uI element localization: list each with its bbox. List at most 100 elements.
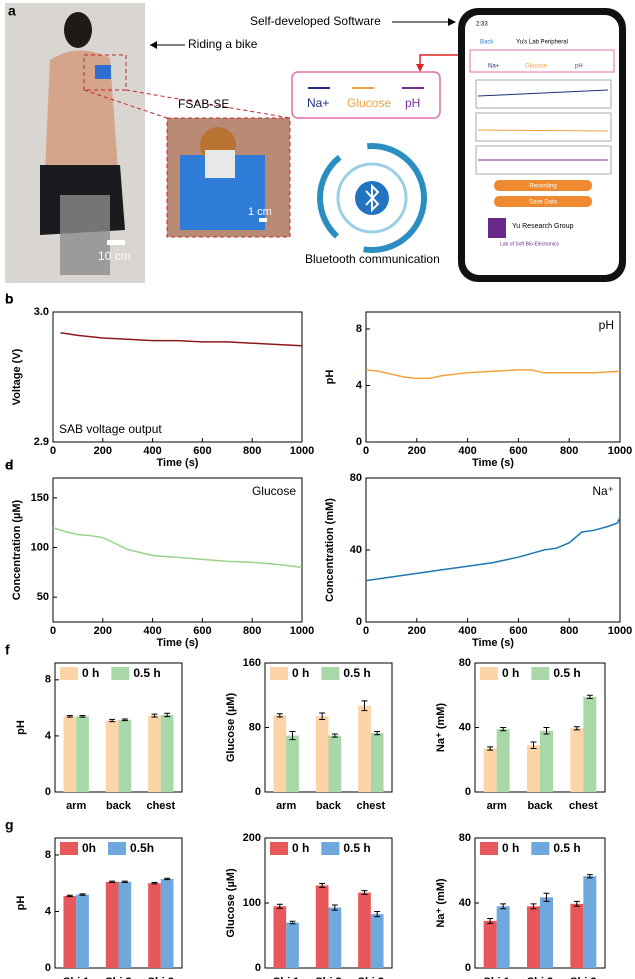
y-tick-label: 2.9 xyxy=(34,436,49,448)
y-tick-label: 8 xyxy=(45,849,51,861)
x-tick-label: 800 xyxy=(243,445,261,457)
legend-text: pH xyxy=(405,96,420,110)
phone-button[interactable] xyxy=(494,196,592,207)
y-tick-label: 0 xyxy=(45,786,51,798)
x-tick-label: chest xyxy=(569,800,598,812)
x-tick-label: 1000 xyxy=(608,445,632,457)
y-tick-label: 40 xyxy=(459,721,471,733)
scale-bar xyxy=(259,218,267,222)
error-bar xyxy=(573,900,580,907)
x-tick-label: 1000 xyxy=(290,445,314,457)
panel-label: f xyxy=(5,642,10,658)
phone-button[interactable] xyxy=(494,180,592,191)
x-axis-title: Time (s) xyxy=(157,457,199,469)
panel-label: a xyxy=(8,3,16,19)
error-bar xyxy=(164,877,171,881)
x-tick-label: 400 xyxy=(458,625,476,637)
error-bar xyxy=(487,917,494,924)
y-tick-label: 0 xyxy=(465,962,471,974)
data-line xyxy=(52,526,303,569)
zoom-line xyxy=(83,89,168,119)
error-bar xyxy=(374,910,381,918)
y-tick-label: 4 xyxy=(45,730,52,742)
x-tick-label: 200 xyxy=(94,625,112,637)
error-bar xyxy=(500,727,507,732)
legend-swatch xyxy=(270,842,288,855)
bar xyxy=(118,881,132,968)
y-tick-label: 0 xyxy=(356,436,362,448)
error-bar xyxy=(331,904,338,911)
legend-label: 0.5 h xyxy=(133,666,160,680)
y-axis-title: Concentration (mM) xyxy=(324,498,336,602)
phone-plot xyxy=(475,145,612,175)
data-line xyxy=(60,332,303,347)
phone-plot xyxy=(475,112,612,142)
x-tick-label: 800 xyxy=(560,445,578,457)
annotation: FSAB-SE xyxy=(178,97,229,111)
legend-swatch xyxy=(60,842,78,855)
x-tick-label: 400 xyxy=(143,445,161,457)
bar xyxy=(527,906,540,968)
bar xyxy=(105,881,119,968)
error-bar xyxy=(79,893,86,896)
y-axis-title: Concentration (µM) xyxy=(11,499,23,600)
bar xyxy=(328,907,342,968)
panel-label: b xyxy=(5,291,14,307)
phone-plot xyxy=(475,79,612,109)
bar xyxy=(76,716,89,792)
error-bar xyxy=(66,894,73,898)
legend-label: 0.5 h xyxy=(553,666,580,680)
error-bar xyxy=(121,880,128,884)
error-bar xyxy=(361,700,368,712)
data-line xyxy=(365,369,621,380)
bluetooth-symbol xyxy=(365,183,380,213)
x-tick-label: 0 xyxy=(50,445,56,457)
y-tick-label: 0 xyxy=(465,786,471,798)
y-tick-label: 40 xyxy=(459,897,471,909)
y-tick-label: 4 xyxy=(356,379,363,391)
bar xyxy=(160,714,174,792)
legend-swatch xyxy=(321,667,340,680)
bar xyxy=(273,715,287,792)
annotation: Na⁺ xyxy=(592,484,614,498)
arrowhead xyxy=(448,18,456,26)
panel-a: a 1 cm 10 cm Riding a bike FSAB-SE Self-… xyxy=(5,3,626,283)
y-tick-label: 80 xyxy=(459,657,471,669)
y-axis-title: pH xyxy=(15,720,27,735)
x-tick-label: chest xyxy=(356,800,385,812)
legend-label: 0 h xyxy=(502,841,519,855)
annotation: Self-developed Software xyxy=(250,14,381,28)
arrowhead xyxy=(150,41,157,49)
error-bar xyxy=(331,733,338,738)
x-tick-label: back xyxy=(106,800,132,812)
phone-title: Yu's Lab Peripheral xyxy=(516,40,568,46)
x-tick-label: arm xyxy=(487,800,507,812)
y-tick-label: 100 xyxy=(31,541,49,553)
x-tick-label: 400 xyxy=(143,625,161,637)
annotation: Glucose xyxy=(252,484,296,498)
legend-swatch xyxy=(111,667,130,680)
phone-group: Yu Research Group xyxy=(512,223,574,230)
bar xyxy=(583,696,597,792)
phone-button-text: Save Data xyxy=(529,200,558,206)
panel-label: d xyxy=(5,457,14,473)
error-bar xyxy=(573,726,580,731)
legend-label: 0.5 h xyxy=(553,841,580,855)
bar xyxy=(148,883,161,968)
arrow xyxy=(419,54,470,68)
bar xyxy=(540,730,553,792)
annotation: pH xyxy=(599,318,614,332)
y-axis-title: pH xyxy=(15,896,27,911)
phone-button-text: Recording xyxy=(529,184,556,190)
error-bar xyxy=(289,920,296,925)
x-tick-label: arm xyxy=(276,800,296,812)
arrowhead xyxy=(416,64,424,72)
scale-label: 10 cm xyxy=(98,249,131,263)
legend-box xyxy=(291,71,441,119)
panel-label: c xyxy=(5,291,13,307)
legend-swatch xyxy=(480,667,498,680)
legend-label: 0.5 h xyxy=(343,666,370,680)
x-tick-label: Sbj 1 xyxy=(63,976,89,979)
y-axis-title: Glucose (µM) xyxy=(225,868,237,938)
